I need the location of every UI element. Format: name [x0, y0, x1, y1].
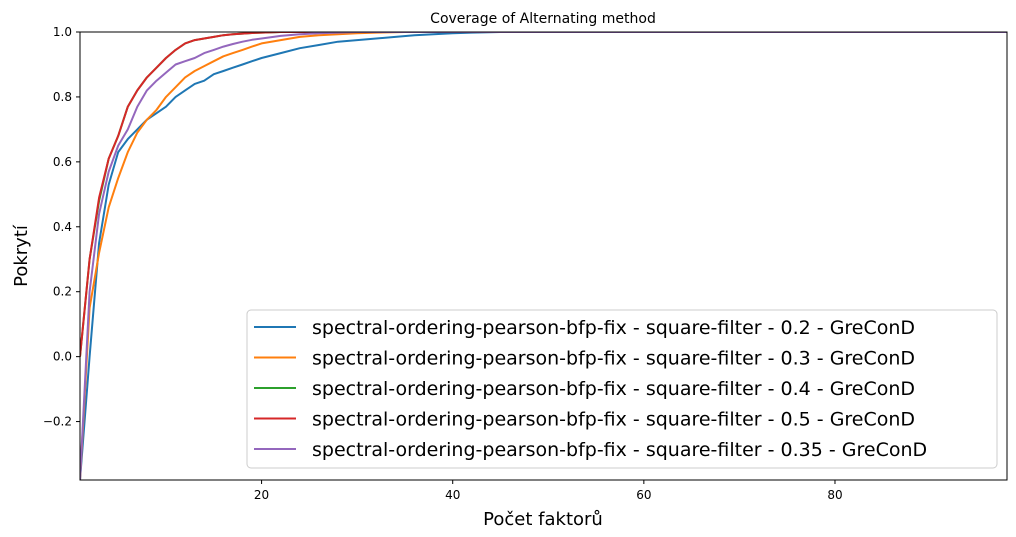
y-tick-label: 0.2	[53, 285, 72, 299]
x-axis-label: Počet faktorů	[483, 509, 603, 530]
y-tick-label: 1.0	[53, 25, 72, 39]
y-axis: −0.2 0.0 0.2 0.4 0.6 0.8 1.0	[43, 25, 80, 429]
x-tick-label: 40	[445, 488, 460, 502]
y-tick-label: 0.0	[53, 350, 72, 364]
y-tick-label: 0.6	[53, 155, 72, 169]
legend: spectral-ordering-pearson-bfp-fix - squa…	[246, 309, 998, 469]
legend-label-5: spectral-ordering-pearson-bfp-fix - squa…	[312, 439, 927, 461]
y-tick-label: 0.8	[53, 90, 72, 104]
y-tick-label: −0.2	[43, 415, 72, 429]
chart-title: Coverage of Alternating method	[430, 11, 656, 27]
y-axis-label: Pokrytí	[11, 224, 32, 287]
y-tick-label: 0.4	[53, 220, 72, 234]
series-line-3	[80, 32, 1007, 357]
series-line-5	[80, 32, 1007, 480]
legend-label-4: spectral-ordering-pearson-bfp-fix - squa…	[312, 409, 915, 431]
series-line-2	[80, 32, 1007, 480]
legend-label-2: spectral-ordering-pearson-bfp-fix - squa…	[312, 348, 915, 370]
x-tick-label: 60	[636, 488, 651, 502]
series-line-4	[80, 32, 1007, 357]
legend-label-3: spectral-ordering-pearson-bfp-fix - squa…	[312, 378, 915, 400]
x-tick-label: 80	[827, 488, 842, 502]
x-axis: 20 40 60 80	[254, 480, 843, 502]
x-tick-label: 20	[254, 488, 269, 502]
legend-label-1: spectral-ordering-pearson-bfp-fix - squa…	[312, 317, 915, 339]
plot-frame	[79, 31, 1008, 481]
legend-box	[246, 309, 998, 469]
